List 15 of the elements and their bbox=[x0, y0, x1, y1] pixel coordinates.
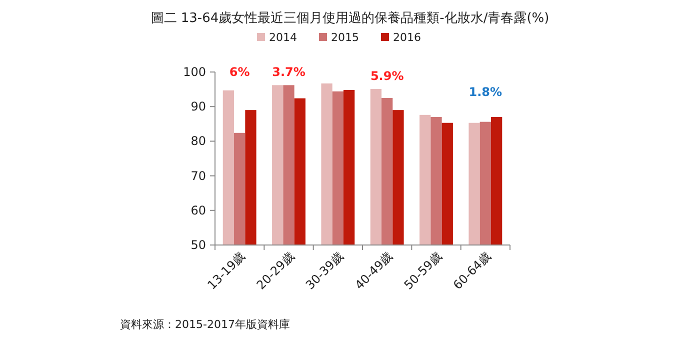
y-tick-label: 100 bbox=[183, 65, 206, 79]
annotation: 3.7% bbox=[272, 65, 306, 79]
y-tick-label: 80 bbox=[190, 134, 206, 148]
annotation: 1.8% bbox=[468, 85, 502, 99]
source-note: 資料來源：2015-2017年版資料庫 bbox=[120, 318, 290, 331]
y-tick-label: 60 bbox=[190, 203, 206, 218]
annotation: 6% bbox=[229, 65, 250, 79]
y-tick-label: 90 bbox=[190, 100, 206, 114]
legend-label: 2014 bbox=[269, 31, 297, 44]
y-tick-label: 50 bbox=[190, 238, 206, 252]
legend-label: 2016 bbox=[393, 31, 421, 44]
y-tick-label: 70 bbox=[190, 168, 206, 183]
annotation: 5.9% bbox=[370, 69, 404, 83]
chart-title: 圖二 13-64歲女性最近三個月使用過的保養品種類-化妝水/青春露(%) bbox=[150, 11, 550, 26]
legend-label: 2015 bbox=[331, 31, 359, 44]
